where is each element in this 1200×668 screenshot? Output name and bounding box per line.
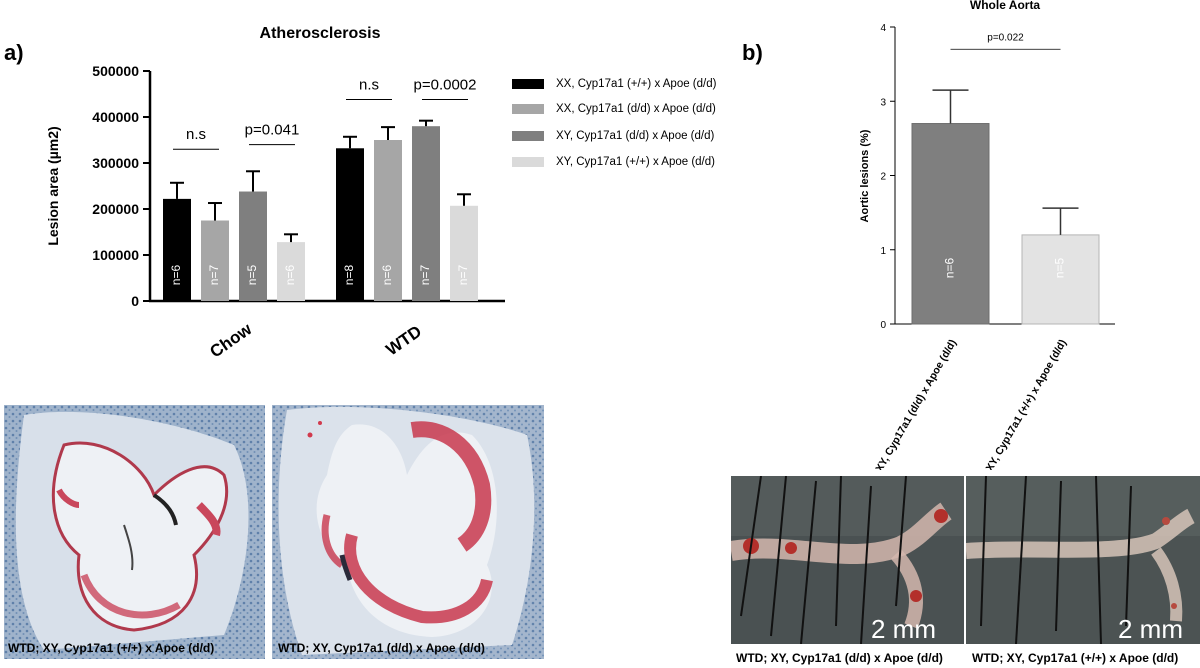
legend-swatch: [512, 157, 544, 167]
n-label: n=6: [943, 257, 957, 278]
significance-label: n.s: [186, 126, 206, 143]
panel-a-label: a): [4, 40, 24, 65]
aorta-image-left: 2 mm: [731, 476, 964, 644]
scale-bar-right: 2 mm: [1118, 614, 1183, 644]
y-axis-label: Aortic lesions (%): [859, 129, 871, 222]
chart-title: Whole Aorta: [970, 0, 1041, 12]
legend-swatch: [512, 104, 544, 114]
aorta-right-caption: WTD; XY, Cyp17a1 (+/+) x Apoe (d/d): [972, 651, 1179, 665]
y-tick-label: 1: [880, 246, 886, 257]
y-tick-label: 400000: [92, 109, 139, 125]
legend-label: XY, Cyp17a1 (d/d) x Apoe (d/d): [556, 130, 715, 142]
y-tick-label: 500000: [92, 63, 139, 79]
x-category-label: XY, Cyp17a1 (+/+) x Apoe (d/d): [984, 338, 1069, 471]
panel-b-label: b): [742, 40, 763, 65]
x-category-label: Chow: [206, 319, 255, 362]
legend-swatch: [512, 79, 544, 89]
bar: [911, 123, 990, 325]
y-tick-label: 0: [880, 320, 886, 331]
legend: XX, Cyp17a1 (+/+) x Apoe (d/d) XX, Cyp17…: [512, 76, 742, 186]
aorta-left-caption: WTD; XY, Cyp17a1 (d/d) x Apoe (d/d): [736, 651, 943, 665]
bar: [163, 198, 191, 301]
significance-label: p=0.041: [245, 122, 300, 139]
y-tick-label: 4: [880, 23, 886, 34]
atherosclerosis-chart: Atherosclerosis Lesion area (µm2) 0 100000 2…: [45, 25, 505, 362]
histology-image-left: WTD; XY, Cyp17a1 (+/+) x Apoe (d/d): [4, 405, 265, 659]
n-label: n=6: [283, 264, 297, 285]
y-tick-label: 2: [880, 172, 886, 183]
scale-bar-left: 2 mm: [871, 614, 936, 644]
bar: [239, 191, 267, 301]
legend-swatch: [512, 131, 544, 141]
bar: [201, 220, 229, 301]
bar: [412, 126, 440, 301]
chart-title: Atherosclerosis: [260, 25, 381, 42]
histology-left-caption: WTD; XY, Cyp17a1 (+/+) x Apoe (d/d): [8, 641, 215, 655]
whole-aorta-chart: Whole Aorta Aortic lesions (%) 0 1 2 3 4 n=6 XY,…: [859, 0, 1115, 471]
n-label: n=6: [380, 264, 394, 285]
legend-label: XY, Cyp17a1 (+/+) x Apoe (d/d): [556, 156, 715, 168]
n-label: n=7: [418, 264, 432, 285]
legend-label: XX, Cyp17a1 (+/+) x Apoe (d/d): [556, 78, 717, 90]
n-label: n=6: [169, 264, 183, 285]
histology-image-right: WTD; XY, Cyp17a1 (d/d) x Apoe (d/d): [272, 405, 544, 659]
bar: [1021, 234, 1100, 325]
x-category-label: WTD: [383, 322, 426, 360]
y-tick-label: 0: [131, 293, 139, 309]
y-tick-label: 100000: [92, 247, 139, 263]
legend-label: XX, Cyp17a1 (d/d) x Apoe (d/d): [556, 103, 716, 115]
bar: [336, 148, 364, 301]
histology-right-caption: WTD; XY, Cyp17a1 (d/d) x Apoe (d/d): [278, 641, 485, 655]
y-tick-label: 200000: [92, 201, 139, 217]
significance-label: n.s: [359, 77, 379, 94]
y-axis-label: Lesion area (µm2): [45, 126, 61, 245]
n-label: n=5: [1053, 257, 1067, 278]
significance-label: p=0.022: [987, 32, 1024, 43]
x-category-label: XY, Cyp17a1 (d/d) x Apoe (d/d): [873, 338, 959, 471]
y-tick-label: 3: [880, 97, 886, 108]
aorta-image-right: 2 mm: [966, 476, 1200, 644]
y-tick-label: 300000: [92, 155, 139, 171]
n-label: n=7: [456, 264, 470, 285]
bar: [277, 242, 305, 301]
n-label: n=7: [207, 264, 221, 285]
n-label: n=8: [342, 264, 356, 285]
significance-label: p=0.0002: [414, 77, 477, 94]
bar: [450, 205, 478, 301]
bar: [374, 140, 402, 301]
n-label: n=5: [245, 264, 259, 285]
